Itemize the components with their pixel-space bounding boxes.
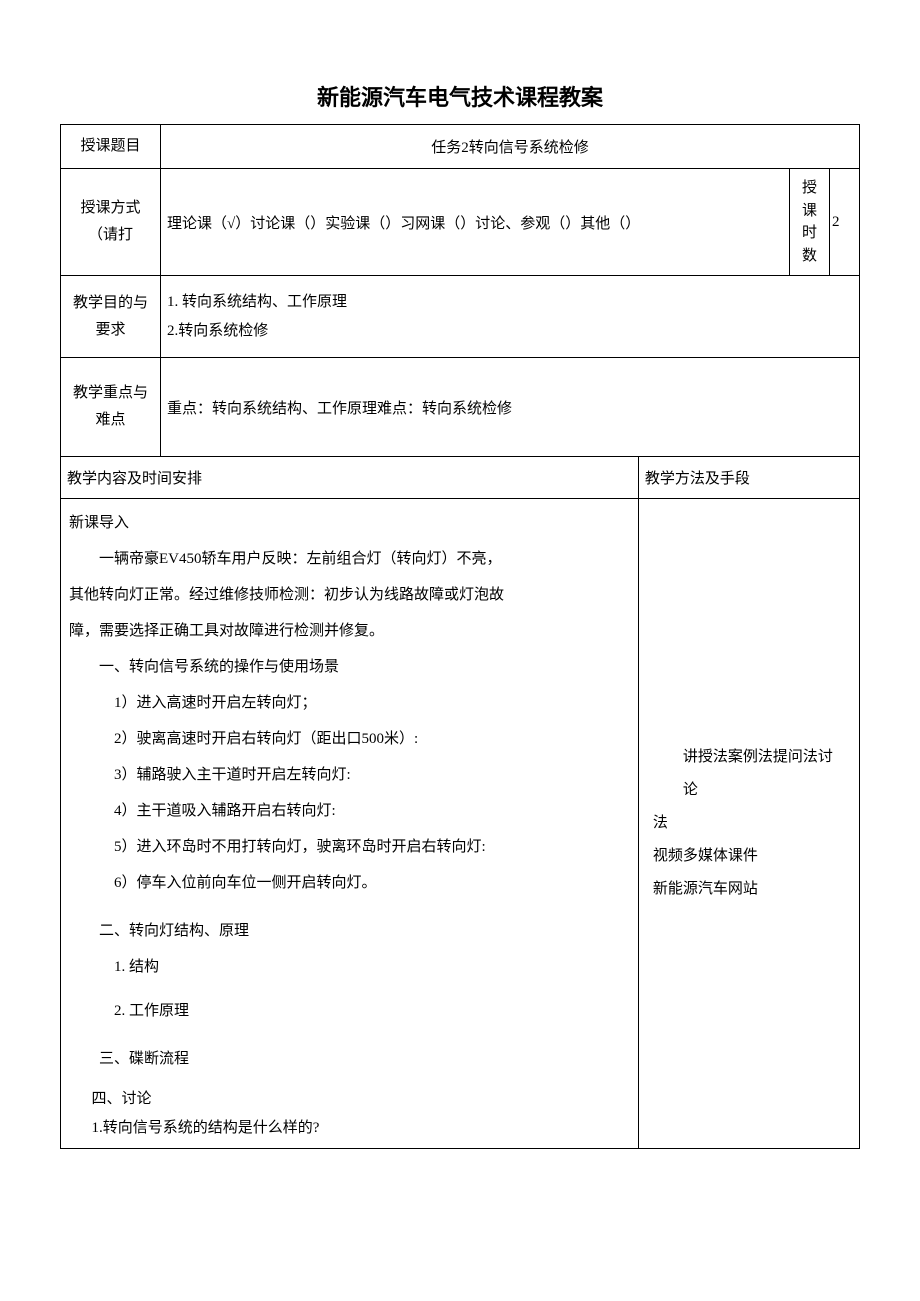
section1-title: 一、转向信号系统的操作与使用场景 [69, 649, 630, 685]
intro-p1: 一辆帝豪EV450轿车用户反映：左前组合灯（转向灯）不亮， [69, 541, 630, 577]
goals-label: 教学目的与要求 [61, 276, 161, 358]
content-body: 新课导入 一辆帝豪EV450轿车用户反映：左前组合灯（转向灯）不亮， 其他转向灯… [61, 499, 639, 1149]
method-row: 授课方式（请打 理论课（√）讨论课（）实验课（）习网课（）讨论、参观（）其他（）… [61, 169, 860, 276]
content-row: 新课导入 一辆帝豪EV450轿车用户反映：左前组合灯（转向灯）不亮， 其他转向灯… [61, 499, 860, 1149]
section4-title: 四、讨论 [69, 1085, 630, 1114]
s2-item1: 1. 结构 [69, 949, 630, 985]
s1-item2: 2）驶离高速时开启右转向灯（距出口500米）: [69, 721, 630, 757]
content-schedule-label: 教学内容及时间安排 [61, 457, 639, 499]
s4-item1: 1.转向信号系统的结构是什么样的? [69, 1114, 630, 1143]
topic-row: 授课题目 任务2转向信号系统检修 [61, 125, 860, 169]
page-title: 新能源汽车电气技术课程教案 [60, 80, 860, 112]
methods-body: 讲授法案例法提问法讨论 法 视频多媒体课件 新能源汽车网站 [638, 499, 859, 1149]
hours-label: 授课时数 [790, 169, 830, 276]
focus-label: 教学重点与难点 [61, 358, 161, 457]
goals-row: 教学目的与要求 1. 转向系统结构、工作原理 2.转向系统检修 [61, 276, 860, 358]
section-header-row: 教学内容及时间安排 教学方法及手段 [61, 457, 860, 499]
hours-value: 2 [830, 169, 860, 276]
s1-item5: 5）进入环岛时不用打转向灯，驶离环岛时开启右转向灯: [69, 829, 630, 865]
s1-item3: 3）辅路驶入主干道时开启左转向灯: [69, 757, 630, 793]
method-line1: 讲授法案例法提问法讨论 [653, 741, 845, 807]
goals-value: 1. 转向系统结构、工作原理 2.转向系统检修 [161, 276, 860, 358]
method-line4: 新能源汽车网站 [653, 873, 845, 906]
method-line3: 视频多媒体课件 [653, 840, 845, 873]
focus-row: 教学重点与难点 重点：转向系统结构、工作原理难点：转向系统检修 [61, 358, 860, 457]
lesson-plan-table: 授课题目 任务2转向信号系统检修 授课方式（请打 理论课（√）讨论课（）实验课（… [60, 124, 860, 1149]
method-line2: 法 [653, 807, 845, 840]
focus-value: 重点：转向系统结构、工作原理难点：转向系统检修 [161, 358, 860, 457]
intro-p2: 其他转向灯正常。经过维修技师检测：初步认为线路故障或灯泡故 [69, 577, 630, 613]
intro-title: 新课导入 [69, 505, 630, 541]
goals-line1: 1. 转向系统结构、工作原理 [167, 288, 853, 317]
s1-item6: 6）停车入位前向车位一侧开启转向灯。 [69, 865, 630, 901]
method-value: 理论课（√）讨论课（）实验课（）习网课（）讨论、参观（）其他（） [161, 169, 790, 276]
topic-value: 任务2转向信号系统检修 [161, 125, 860, 169]
s1-item4: 4）主干道吸入辅路开启右转向灯: [69, 793, 630, 829]
methods-label: 教学方法及手段 [638, 457, 859, 499]
section3-title: 三、碟断流程 [69, 1041, 630, 1077]
s1-item1: 1）进入高速时开启左转向灯； [69, 685, 630, 721]
s2-item2: 2. 工作原理 [69, 993, 630, 1029]
intro-p3: 障，需要选择正确工具对故障进行检测并修复。 [69, 613, 630, 649]
goals-line2: 2.转向系统检修 [167, 317, 853, 346]
method-label: 授课方式（请打 [61, 169, 161, 276]
section2-title: 二、转向灯结构、原理 [69, 913, 630, 949]
topic-label: 授课题目 [61, 125, 161, 169]
